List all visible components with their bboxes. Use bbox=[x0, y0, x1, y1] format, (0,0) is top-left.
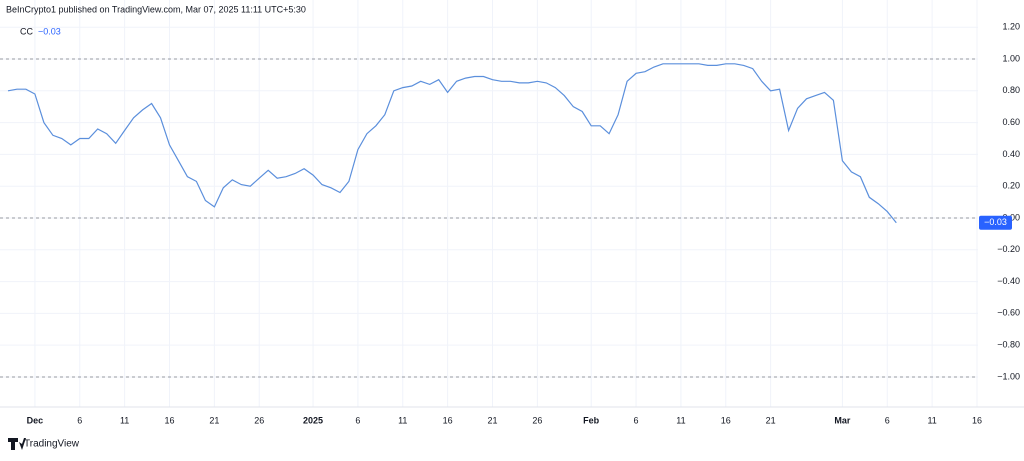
x-tick-label: 16 bbox=[721, 415, 731, 425]
x-tick-label: 21 bbox=[766, 415, 776, 425]
y-tick-label: 0.60 bbox=[1002, 117, 1020, 127]
y-tick-label: −0.40 bbox=[997, 276, 1020, 286]
x-tick-label: Dec bbox=[27, 415, 44, 425]
price-badge bbox=[979, 215, 1012, 230]
y-tick-label: −0.20 bbox=[997, 244, 1020, 254]
x-tick-label: Mar bbox=[834, 415, 851, 425]
x-tick-label: 11 bbox=[398, 415, 407, 425]
x-tick-label: 16 bbox=[443, 415, 453, 425]
x-tick-label: 6 bbox=[885, 415, 890, 425]
x-tick-label: 26 bbox=[532, 415, 542, 425]
x-tick-label: 6 bbox=[77, 415, 82, 425]
legend-name: CC bbox=[20, 26, 33, 36]
footer: TradingView bbox=[24, 439, 80, 450]
x-tick-label: 16 bbox=[972, 415, 982, 425]
y-tick-label: −0.80 bbox=[997, 340, 1020, 350]
x-tick-label: 21 bbox=[209, 415, 219, 425]
series-line bbox=[7, 63, 897, 224]
x-tick-label: 16 bbox=[164, 415, 174, 425]
x-tick-label: 6 bbox=[355, 415, 360, 425]
y-tick-label: −0.60 bbox=[997, 308, 1020, 318]
x-tick-label: 26 bbox=[254, 415, 264, 425]
y-tick-label: −1.00 bbox=[997, 371, 1020, 381]
y-tick-label: 1.00 bbox=[1002, 53, 1020, 63]
x-tick-label: Feb bbox=[583, 415, 600, 425]
logo bbox=[8, 438, 26, 450]
x-tick-label: 11 bbox=[120, 415, 129, 425]
y-tick-label: 0.20 bbox=[1002, 181, 1020, 191]
y-tick-label: 1.20 bbox=[1002, 22, 1020, 32]
price-badge-label: −0.03 bbox=[984, 217, 1007, 227]
x-tick-label: 11 bbox=[927, 415, 936, 425]
x-tick-label: 11 bbox=[676, 415, 685, 425]
y-tick-label: 0.40 bbox=[1002, 149, 1020, 159]
y-tick-label: 0.80 bbox=[1002, 85, 1020, 95]
x-tick-label: 6 bbox=[634, 415, 639, 425]
legend-value: −0.03 bbox=[38, 26, 61, 36]
header: BeInCrypto1 published on TradingView.com… bbox=[6, 4, 306, 14]
x-tick-label: 21 bbox=[487, 415, 497, 425]
x-tick-label: 2025 bbox=[303, 415, 323, 425]
